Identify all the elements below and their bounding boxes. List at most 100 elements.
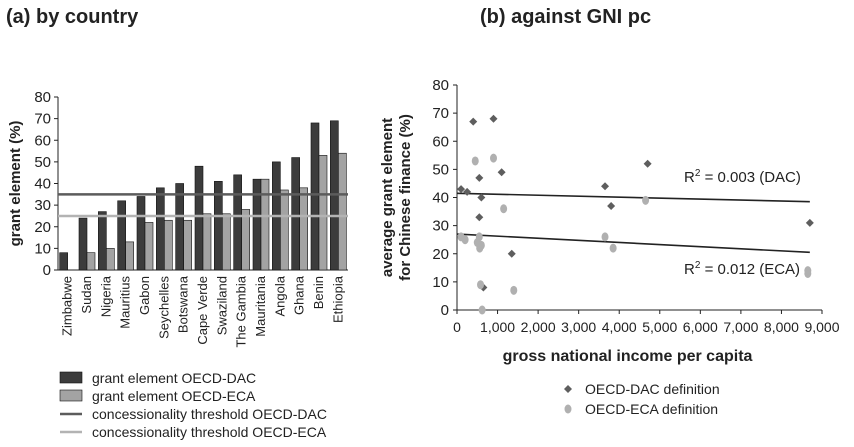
legend-eca-threshold-label: concessionality threshold OECD-ECA — [92, 424, 327, 440]
scatter-x-tick-label: 2,000 — [521, 319, 556, 335]
scatter-point-eca — [477, 280, 485, 290]
bar-dac — [136, 196, 146, 271]
bar-y-tick-label: 0 — [43, 262, 51, 279]
trendline-eca — [456, 233, 810, 254]
bar-y-tick-label: 10 — [34, 240, 51, 257]
scatter-point-dac — [475, 173, 484, 182]
bar-dac — [291, 157, 300, 271]
scatter-y-tick-label: 20 — [432, 246, 449, 263]
bar-dac — [194, 165, 204, 271]
bar-dac — [233, 174, 242, 271]
r2-label-eca: R2 = 0.012 (ECA) — [684, 260, 800, 278]
bar-eca — [260, 178, 270, 271]
legend-dac-label: OECD-DAC definition — [585, 381, 720, 397]
scatter-point-dac — [475, 213, 484, 222]
scatter-point-eca — [642, 195, 650, 205]
scatter-point-eca — [804, 268, 812, 278]
bar-y-tick-label: 50 — [34, 154, 51, 171]
bar-category-label: Gabon — [137, 276, 152, 315]
bar-eca — [202, 213, 212, 271]
scatter-x-tick-label: 0 — [453, 319, 461, 335]
legend-eca-bar-label: grant element OECD-ECA — [92, 388, 256, 404]
scatter-point-dac — [469, 117, 478, 126]
bar-category-label: Ghana — [292, 275, 307, 315]
legend-eca-marker — [564, 404, 572, 414]
scatter-y-tick-label: 80 — [432, 77, 449, 94]
bar-category-label: The Gambia — [234, 275, 249, 347]
scatter-y-tick-label: 60 — [432, 133, 449, 150]
r2-label-dac: R2 = 0.003 (DAC) — [684, 168, 801, 186]
bar-dac — [156, 187, 165, 271]
scatter-x-tick-label: 5,000 — [642, 319, 677, 335]
scatter-point-eca — [609, 243, 617, 253]
scatter-x-tick-label: 6,000 — [683, 319, 718, 335]
scatter-x-tick-label: 4,000 — [602, 319, 637, 335]
bar-dac — [59, 252, 68, 271]
scatter-point-dac — [601, 182, 610, 191]
bar-eca — [183, 219, 192, 271]
left-panel-title: (a) by country — [6, 6, 139, 28]
bar-dac — [252, 178, 262, 271]
scatter-y-tick-label: 10 — [432, 274, 449, 291]
right-panel-title: (b) against GNI pc — [480, 6, 652, 28]
bar-dac — [98, 211, 107, 271]
scatter-y-tick-label: 0 — [441, 302, 449, 319]
legend-eca-label: OECD-ECA definition — [585, 401, 718, 417]
scatter-x-tick-label: 1,000 — [480, 319, 515, 335]
bar-category-label: Ethiopia — [330, 275, 345, 323]
bar-dac — [310, 122, 320, 271]
bar-y-tick-label: 70 — [34, 111, 51, 128]
bar-y-tick-label: 20 — [34, 219, 51, 236]
bar-y-axis-label: grant element (%) — [7, 121, 24, 247]
legend-dac-marker — [564, 385, 572, 393]
legend-eca-bar-swatch — [59, 389, 83, 402]
legend-dac-bar-label: grant element OECD-DAC — [92, 370, 256, 386]
scatter-point-dac — [497, 168, 506, 177]
scatter-point-eca — [471, 156, 479, 166]
bar-eca — [299, 187, 308, 271]
bar-category-label: Seychelles — [156, 276, 171, 339]
scatter-point-eca — [510, 285, 518, 295]
scatter-point-dac — [507, 249, 516, 258]
scatter-x-axis-label: gross national income per capita — [503, 348, 753, 365]
bar-eca — [125, 241, 134, 271]
scatter-x-tick-label: 8,000 — [764, 319, 799, 335]
legend-dac-threshold-label: concessionality threshold OECD-DAC — [92, 406, 327, 422]
bar-eca — [106, 248, 115, 271]
bar-category-label: Zimbabwe — [60, 276, 75, 336]
bar-eca — [222, 213, 231, 271]
bar-y-tick-label: 80 — [34, 89, 51, 106]
bar-category-label: Angola — [272, 275, 287, 316]
bar-dac — [117, 200, 126, 271]
bar-category-label: Mauritania — [253, 275, 268, 336]
scatter-x-tick-label: 9,000 — [804, 319, 839, 335]
bar-eca — [338, 152, 347, 271]
bar-category-label: Benin — [311, 276, 326, 309]
bar-category-label: Swaziland — [214, 276, 229, 335]
scatter-point-dac — [489, 114, 498, 123]
scatter-y-tick-label: 30 — [432, 218, 449, 235]
scatter-point-dac — [477, 193, 486, 202]
scatter-y-axis-label: for Chinese finance (%) — [397, 114, 414, 281]
bar-category-label: Mauritius — [118, 276, 133, 329]
bar-category-label: Cape Verde — [195, 276, 210, 345]
scatter-point-eca — [601, 232, 609, 242]
bar-eca — [144, 222, 154, 271]
scatter-point-eca — [477, 240, 485, 250]
bar-eca — [241, 209, 250, 271]
trendline-dac — [456, 192, 810, 203]
scatter-point-eca — [478, 305, 486, 315]
bar-y-tick-label: 40 — [34, 176, 51, 193]
scatter-point-eca — [461, 235, 469, 245]
bar-category-label: Sudan — [79, 276, 94, 314]
scatter-point-dac — [805, 218, 814, 227]
bar-category-label: Nigeria — [98, 275, 113, 317]
scatter-y-tick-label: 50 — [432, 161, 449, 178]
scatter-x-tick-label: 3,000 — [561, 319, 596, 335]
bar-dac — [175, 183, 184, 271]
scatter-point-eca — [500, 204, 508, 214]
scatter-point-dac — [463, 187, 472, 196]
scatter-point-dac — [607, 201, 616, 210]
scatter-y-tick-label: 40 — [432, 190, 449, 207]
